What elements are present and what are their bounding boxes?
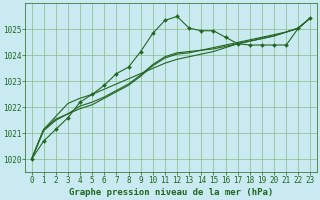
X-axis label: Graphe pression niveau de la mer (hPa): Graphe pression niveau de la mer (hPa) [69,188,273,197]
